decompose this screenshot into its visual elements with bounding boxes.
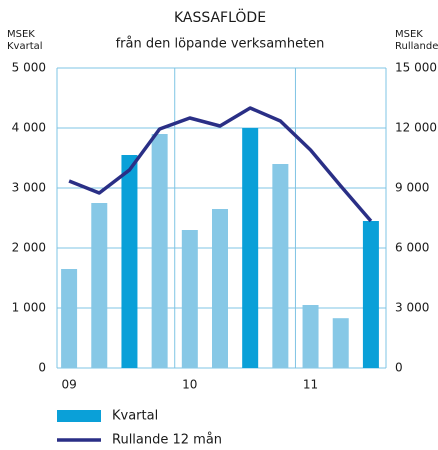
- y-axis-label: Kvartal: [7, 41, 43, 52]
- bar: [302, 305, 319, 368]
- bar: [212, 209, 228, 368]
- bar: [61, 269, 78, 368]
- y-tick-label: 3 000: [12, 181, 46, 195]
- chart-subtitle: från den löpande verksamheten: [116, 37, 325, 52]
- y-tick-label: 4 000: [12, 121, 46, 135]
- y2-tick-label: 6 000: [395, 241, 429, 255]
- y-tick-label: 0: [38, 361, 46, 375]
- bar: [242, 128, 259, 368]
- legend-label: Kvartal: [112, 409, 158, 424]
- bar: [272, 164, 289, 368]
- y-tick-label: 1 000: [12, 301, 46, 315]
- bar: [121, 155, 138, 368]
- y-axis-label: MSEK: [7, 29, 35, 40]
- line: [68, 106, 373, 223]
- bar: [151, 134, 168, 368]
- y2-axis-label: MSEK: [395, 29, 423, 40]
- bar: [91, 203, 108, 368]
- legend-label: Rullande 12 mån: [112, 433, 222, 448]
- bar: [332, 318, 349, 368]
- y2-tick-label: 15 000: [395, 61, 437, 75]
- legend-swatch: [57, 410, 101, 422]
- x-tick-label: 11: [303, 378, 318, 392]
- x-tick-label: 10: [182, 378, 197, 392]
- y2-tick-label: 3 000: [395, 301, 429, 315]
- y2-tick-label: 12 000: [395, 121, 437, 135]
- bar: [362, 221, 379, 368]
- chart-title: KASSAFLÖDE: [174, 8, 266, 26]
- y2-axis-label: Rullande: [395, 41, 438, 52]
- y-tick-label: 2 000: [12, 241, 46, 255]
- x-tick-label: 09: [61, 378, 76, 392]
- y2-tick-label: 9 000: [395, 181, 429, 195]
- y-tick-label: 5 000: [12, 61, 46, 75]
- y2-tick-label: 0: [395, 361, 403, 375]
- bar: [181, 230, 198, 368]
